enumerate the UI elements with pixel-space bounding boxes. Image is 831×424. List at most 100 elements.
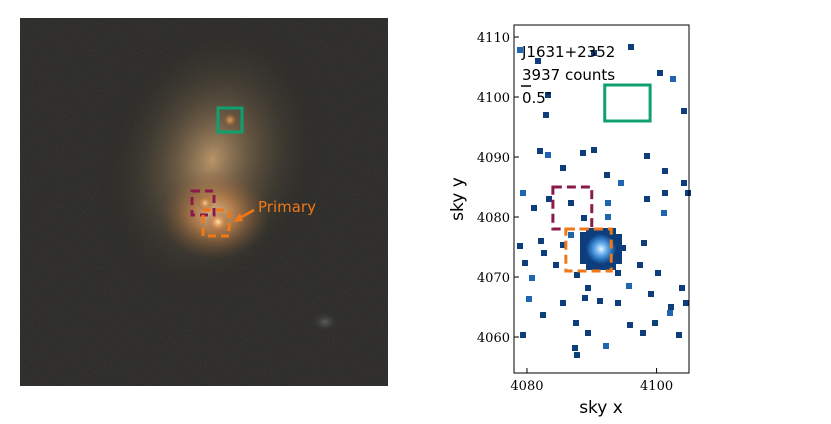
count-pixel	[531, 205, 537, 211]
y-tick-label: 4110	[477, 31, 510, 46]
count-pixel	[648, 291, 654, 297]
count-pixel	[641, 240, 647, 246]
count-pixel	[591, 50, 597, 56]
count-pixel	[540, 312, 546, 318]
count-pixel	[683, 300, 689, 306]
source-cluster	[586, 234, 616, 264]
count-pixel	[676, 332, 682, 338]
count-pixel	[580, 258, 586, 264]
count-pixel	[568, 200, 574, 206]
count-pixel	[637, 262, 643, 268]
count-pixel	[605, 200, 611, 206]
count-pixel	[662, 168, 668, 174]
y-axis-label: sky y	[448, 177, 468, 221]
galaxy-halo	[98, 17, 326, 303]
count-pixel	[627, 322, 633, 328]
y-tick-label: 4060	[477, 331, 510, 346]
count-pixel	[517, 243, 523, 249]
xray-plot: 4060 4070 4080 4090 4100 4110 4080 4100 J1631+…	[448, 24, 691, 418]
y-tick-label: 4080	[477, 211, 510, 226]
count-pixel	[616, 258, 622, 264]
count-pixel	[616, 246, 622, 252]
optical-image-panel: Primary	[20, 17, 388, 386]
y-axis-ticks: 4060 4070 4080 4090 4100 4110	[477, 31, 519, 346]
count-pixel	[662, 190, 668, 196]
count-pixel	[618, 180, 624, 186]
count-pixel	[526, 296, 532, 302]
count-pixel	[610, 264, 616, 270]
count-pixel	[573, 320, 579, 326]
count-pixel	[610, 234, 616, 240]
count-pixel	[604, 264, 610, 270]
primary-nucleus	[206, 210, 230, 234]
count-pixel	[586, 258, 592, 264]
count-pixel	[586, 234, 592, 240]
northern-knot	[222, 112, 238, 128]
y-tick-label: 4090	[477, 151, 510, 166]
source-name: J1631+2352	[521, 43, 615, 61]
primary-label: Primary	[258, 198, 316, 216]
count-pixel	[541, 250, 547, 256]
count-pixel	[520, 332, 526, 338]
plot-frame	[513, 24, 690, 374]
count-pixel	[604, 228, 610, 234]
count-pixel	[580, 150, 586, 156]
count-pixel	[604, 172, 610, 178]
count-pixel	[585, 330, 591, 336]
count-pixel	[582, 295, 588, 301]
count-pixel	[628, 44, 634, 50]
count-pixel	[655, 270, 661, 276]
count-pixel	[522, 260, 528, 266]
count-pixel	[529, 275, 535, 281]
count-pixel	[560, 165, 566, 171]
count-pixel	[616, 234, 622, 240]
count-pixel	[580, 252, 586, 258]
count-pixel	[580, 234, 586, 240]
count-pixel	[605, 214, 611, 220]
count-pixel	[535, 58, 541, 64]
count-pixel	[574, 352, 580, 358]
count-pixel	[681, 180, 687, 186]
count-pixel	[652, 320, 658, 326]
count-pixel	[586, 228, 592, 234]
x-tick-label: 4100	[640, 379, 673, 394]
count-pixel	[661, 210, 667, 216]
scale-label: 0.5″	[522, 89, 552, 107]
count-pixel	[586, 264, 592, 270]
count-pixel	[538, 238, 544, 244]
counts-label: 3937 counts	[522, 66, 615, 84]
count-pixel	[543, 112, 549, 118]
count-pixel	[644, 153, 650, 159]
count-pixel	[598, 264, 604, 270]
count-pixel	[685, 190, 691, 196]
count-pixel	[591, 147, 597, 153]
count-pixel	[670, 76, 676, 82]
count-pixel	[681, 108, 687, 114]
count-pixel	[574, 272, 580, 278]
x-tick-label: 4080	[510, 379, 543, 394]
count-pixel	[626, 283, 632, 289]
count-pixel	[517, 47, 523, 53]
primary-arrow-head	[233, 213, 243, 222]
count-pixel	[603, 343, 609, 349]
count-pixel	[616, 252, 622, 258]
count-pixel	[580, 246, 586, 252]
count-pixel	[644, 196, 650, 202]
count-pixel	[560, 242, 566, 248]
count-pixel	[640, 330, 646, 336]
count-pixel	[679, 285, 685, 291]
faint-source	[311, 312, 339, 332]
secondary-nucleus	[197, 195, 213, 211]
green-region-box-plot	[603, 83, 652, 123]
count-pixel	[597, 298, 603, 304]
count-pixel	[545, 152, 551, 158]
y-tick-label: 4100	[477, 91, 510, 106]
count-pixel	[668, 304, 674, 310]
count-pixel	[560, 300, 566, 306]
count-pixel	[592, 228, 598, 234]
count-pixel	[520, 190, 526, 196]
count-pixel	[667, 310, 673, 316]
count-pixel	[537, 148, 543, 154]
